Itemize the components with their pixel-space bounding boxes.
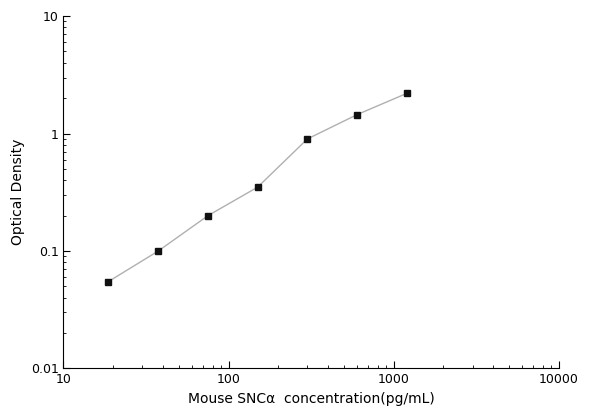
X-axis label: Mouse SNCα  concentration(pg/mL): Mouse SNCα concentration(pg/mL): [188, 392, 435, 406]
Y-axis label: Optical Density: Optical Density: [11, 139, 25, 246]
